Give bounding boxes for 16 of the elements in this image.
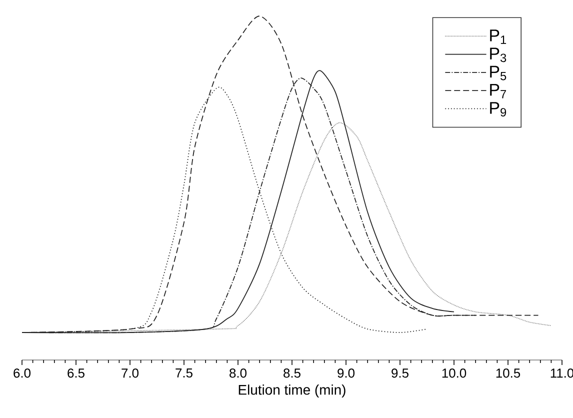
x-tick-label: 7.0 xyxy=(122,368,139,378)
legend-label: P$_{3}$ xyxy=(490,48,506,62)
x-tick-label: 6.5 xyxy=(68,368,84,378)
x-tick-label: 9.0 xyxy=(338,368,355,378)
x-tick-label: 10.5 xyxy=(496,368,520,378)
legend-label: P$_{7}$ xyxy=(490,84,506,98)
x-tick-label: 6.0 xyxy=(14,368,31,378)
x-tick-label: 9.5 xyxy=(392,368,408,378)
x-tick-label: 10.0 xyxy=(442,368,466,378)
x-tick-label: 8.5 xyxy=(284,368,300,378)
legend-label: P$_{9}$ xyxy=(490,102,506,116)
x-axis-title: Elution time (min) xyxy=(238,384,346,398)
x-tick-label: 8.0 xyxy=(230,368,247,378)
x-tick-label: 7.5 xyxy=(176,368,192,378)
legend-label: P$_{5}$ xyxy=(490,66,506,80)
legend-label: P$_{1}$ xyxy=(490,30,506,44)
